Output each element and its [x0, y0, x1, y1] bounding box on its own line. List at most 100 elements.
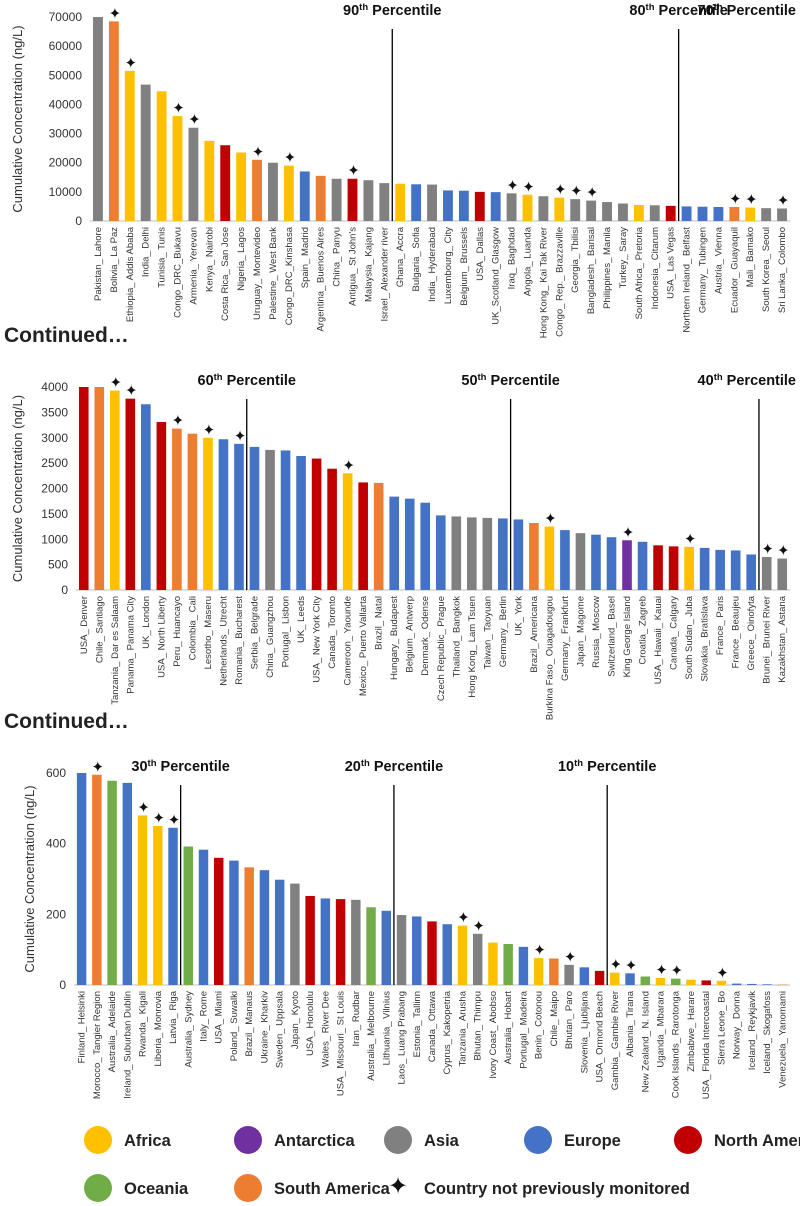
bar: [522, 194, 533, 221]
bar: [681, 206, 692, 221]
bar: [125, 398, 136, 590]
bar: [684, 546, 694, 590]
bar: [320, 898, 331, 985]
bar: [396, 915, 407, 985]
new-country-marker: ✦: [252, 144, 265, 161]
x-tick-label: USA_ Ormond Beach: [595, 991, 606, 1082]
bar: [777, 558, 788, 590]
new-country-marker: ✦: [284, 150, 297, 167]
legend-swatch: [234, 1126, 262, 1154]
x-tick-label: Congo_DRC_Bukavu: [173, 227, 184, 318]
x-tick-label: Philippines_ Manila: [602, 226, 613, 309]
y-tick-label: 3000: [41, 431, 68, 445]
y-tick-label: 500: [48, 558, 68, 572]
bar: [490, 192, 501, 221]
bar: [729, 207, 740, 221]
new-country-marker: ✦: [172, 413, 185, 430]
x-tick-label: Germany_ Frankfurt: [560, 596, 571, 681]
x-tick-label: Sierra Leone_ Bo: [716, 991, 727, 1065]
bar: [249, 446, 260, 590]
new-country-marker: ✦: [586, 185, 599, 202]
new-country-marker: ✦: [564, 949, 577, 966]
y-tick-label: 50000: [49, 68, 83, 82]
bar: [746, 554, 757, 590]
y-axis-title: Cumulative Concentration (ng/L): [22, 785, 37, 972]
new-country-marker: ✦: [234, 428, 247, 445]
x-tick-label: Ireland_ Suburban Dublin: [122, 991, 133, 1099]
new-country-marker: ✦: [203, 422, 216, 439]
x-tick-label: India_ Hyderabad: [427, 227, 438, 302]
new-country-marker: ✦: [729, 191, 742, 208]
x-tick-label: Slovakia_ Bratislava: [700, 595, 711, 681]
y-tick-label: 40000: [49, 97, 83, 111]
bar: [575, 533, 586, 590]
new-country-marker: ✦: [125, 383, 138, 400]
x-tick-label: Congo_ Rep._ Brazzaville: [554, 227, 565, 337]
bar: [715, 549, 725, 590]
bar: [591, 534, 601, 590]
y-axis-title: Cumulative Concentration (ng/L): [10, 25, 25, 212]
x-tick-label: Canada_ Calgary: [669, 596, 680, 670]
bar: [466, 517, 477, 590]
bar: [731, 983, 742, 985]
x-tick-label: New Zealand_ N. Island: [640, 991, 651, 1092]
new-country-marker: ✦: [670, 963, 683, 980]
bar: [602, 202, 612, 221]
new-country-marker: ✦: [554, 182, 567, 199]
bar: [655, 977, 666, 985]
bar: [395, 183, 406, 221]
bar: [411, 184, 422, 221]
x-tick-label: Ivory Coast_ Abobso: [488, 991, 499, 1079]
bar: [482, 517, 493, 590]
x-tick-label: South Korea_ Seoul: [761, 227, 772, 312]
bar: [533, 958, 544, 985]
x-tick-label: Brazil_ Manaus: [244, 991, 255, 1057]
bar: [554, 197, 565, 221]
bar: [156, 422, 167, 590]
bar: [606, 537, 617, 590]
x-tick-label: Malaysia_ Kajang: [363, 227, 374, 302]
x-tick-label: Brunei_ Brunei River: [762, 596, 773, 684]
y-tick-label: 70000: [49, 10, 83, 24]
bar: [435, 515, 446, 590]
bar: [140, 84, 151, 222]
x-tick-label: Belgium_ Brussels: [459, 227, 470, 306]
x-tick-label: USA_ Denver: [79, 596, 90, 654]
x-tick-label: Belgium_ Antwerp: [405, 596, 416, 673]
x-tick-label: Netherlands_ Utrecht: [218, 596, 229, 686]
new-country-marker: ✦: [716, 965, 729, 982]
bar: [280, 450, 291, 590]
x-tick-label: Bolivia_ La Paz: [109, 227, 120, 293]
percentile-label: 50th Percentile: [461, 372, 559, 389]
percentile-label: 20th Percentile: [345, 758, 443, 775]
x-tick-label: France_ Beaujeu: [731, 596, 742, 668]
x-tick-label: Gambia_ Gambie River: [610, 991, 621, 1090]
x-tick-label: Cameroon_ Yaounde: [343, 596, 354, 685]
bar: [625, 973, 635, 985]
y-tick-label: 0: [59, 978, 66, 992]
x-tick-label: Pakistan_ Lahore: [93, 227, 104, 301]
x-tick-label: Czech Republic_ Prague: [436, 596, 447, 701]
bar: [529, 523, 539, 590]
bar: [671, 978, 681, 985]
x-tick-label: India_ Delhi: [141, 227, 152, 277]
bar: [420, 502, 431, 590]
x-tick-label: Kenya_ Nairobi: [204, 227, 215, 292]
bar: [594, 970, 605, 985]
x-tick-label: Hong Kong_ Lam Tsuen: [467, 596, 478, 698]
bar: [564, 964, 574, 985]
x-tick-label: Serbia_ Belgrade: [250, 596, 261, 669]
bar: [93, 17, 103, 221]
bar: [305, 895, 315, 985]
x-tick-label: Tanzania_ Dar es Salaam: [110, 596, 121, 705]
bar: [762, 984, 772, 985]
y-tick-label: 30000: [49, 127, 83, 141]
x-tick-label: Laos_ Luang Prabang: [397, 991, 408, 1085]
bar: [761, 208, 772, 221]
bar: [236, 152, 247, 221]
y-tick-label: 3500: [41, 405, 68, 419]
x-tick-label: Uganda_ Mbarara: [656, 990, 667, 1067]
bar: [412, 916, 422, 985]
new-country-marker: ✦: [761, 541, 774, 558]
bar: [570, 199, 581, 221]
